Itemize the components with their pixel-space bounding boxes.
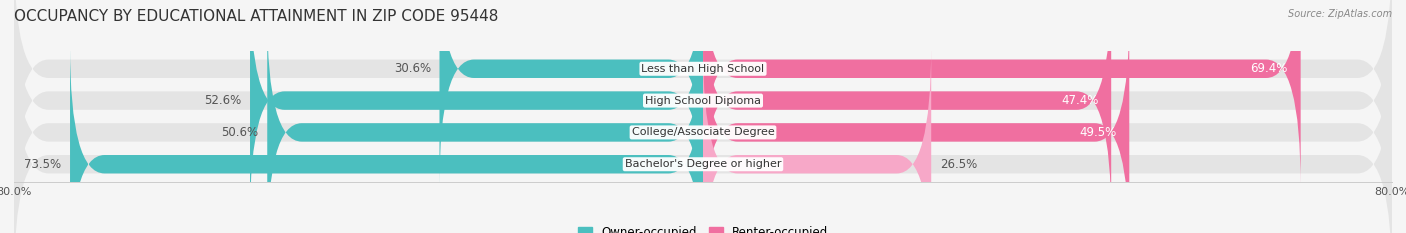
Text: Source: ZipAtlas.com: Source: ZipAtlas.com bbox=[1288, 9, 1392, 19]
Text: 52.6%: 52.6% bbox=[204, 94, 242, 107]
FancyBboxPatch shape bbox=[14, 46, 1392, 233]
Text: 50.6%: 50.6% bbox=[222, 126, 259, 139]
Text: 49.5%: 49.5% bbox=[1080, 126, 1116, 139]
FancyBboxPatch shape bbox=[703, 46, 931, 233]
Text: 47.4%: 47.4% bbox=[1062, 94, 1098, 107]
FancyBboxPatch shape bbox=[14, 0, 1392, 187]
FancyBboxPatch shape bbox=[440, 0, 703, 187]
Text: High School Diploma: High School Diploma bbox=[645, 96, 761, 106]
FancyBboxPatch shape bbox=[703, 14, 1129, 233]
FancyBboxPatch shape bbox=[703, 0, 1301, 187]
Text: 73.5%: 73.5% bbox=[24, 158, 62, 171]
Text: Bachelor's Degree or higher: Bachelor's Degree or higher bbox=[624, 159, 782, 169]
FancyBboxPatch shape bbox=[250, 0, 703, 219]
Text: Less than High School: Less than High School bbox=[641, 64, 765, 74]
FancyBboxPatch shape bbox=[14, 0, 1392, 219]
FancyBboxPatch shape bbox=[703, 0, 1111, 219]
FancyBboxPatch shape bbox=[267, 14, 703, 233]
Text: College/Associate Degree: College/Associate Degree bbox=[631, 127, 775, 137]
Legend: Owner-occupied, Renter-occupied: Owner-occupied, Renter-occupied bbox=[572, 221, 834, 233]
FancyBboxPatch shape bbox=[70, 46, 703, 233]
Text: OCCUPANCY BY EDUCATIONAL ATTAINMENT IN ZIP CODE 95448: OCCUPANCY BY EDUCATIONAL ATTAINMENT IN Z… bbox=[14, 9, 499, 24]
Text: 26.5%: 26.5% bbox=[939, 158, 977, 171]
Text: 69.4%: 69.4% bbox=[1250, 62, 1288, 75]
Text: 30.6%: 30.6% bbox=[394, 62, 430, 75]
FancyBboxPatch shape bbox=[14, 14, 1392, 233]
